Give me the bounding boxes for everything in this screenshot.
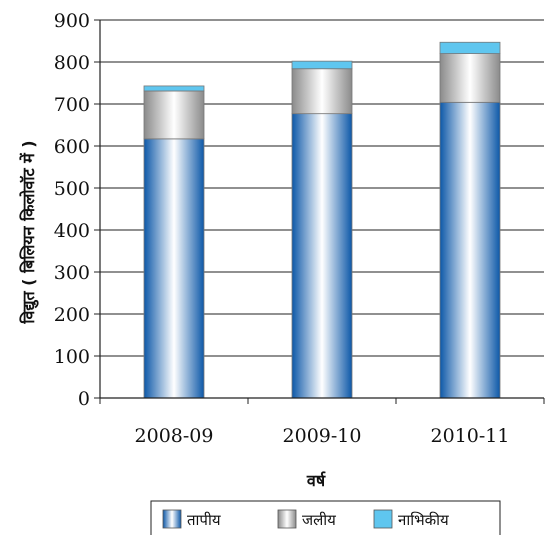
tick-labels: 0 100 200 300 400 500 600 700 800 900 2008-09 2009-… [54,10,510,447]
legend-label: जलीय [302,511,336,529]
x-tick-label: 2008-09 [135,425,214,447]
bar-segment-0-1 [291,113,353,399]
bar-segment-2-1 [291,60,353,70]
y-tick-label: 400 [54,220,90,242]
bar-segment-0-2 [439,101,501,399]
x-axis-title: वर्ष [306,471,326,490]
axes [94,19,545,404]
y-axis-title: विद्युत ( बिलियन किलोवॉट में ) [19,140,39,324]
legend-box [150,500,501,535]
legend-swatch [373,509,393,529]
y-tick-label: 800 [54,52,90,74]
y-tick-label: 600 [54,136,90,158]
bar-segment-2-2 [439,41,501,54]
y-tick-label: 500 [54,178,90,200]
x-tick-label: 2009-10 [283,425,362,447]
x-tick-label: 2010-11 [431,425,510,447]
legend-label: तापीय [187,511,221,529]
bars [143,41,501,399]
y-tick-label: 300 [54,262,90,284]
y-tick-label: 200 [54,304,90,326]
y-tick-label: 100 [54,346,90,368]
bar-segment-1-1 [291,68,353,115]
bar-segment-1-2 [439,53,501,103]
legend: तापीय जलीय नाभिकीय [150,500,501,535]
bar-segment-2-0 [143,85,205,92]
legend-label: नाभिकीय [398,511,449,529]
y-tick-label: 0 [78,388,90,410]
bar-segment-1-0 [143,90,205,140]
legend-swatch [277,509,297,529]
legend-swatch [162,509,182,529]
bar-segment-0-0 [143,138,205,399]
y-tick-label: 700 [54,94,90,116]
y-tick-label: 900 [54,10,90,32]
